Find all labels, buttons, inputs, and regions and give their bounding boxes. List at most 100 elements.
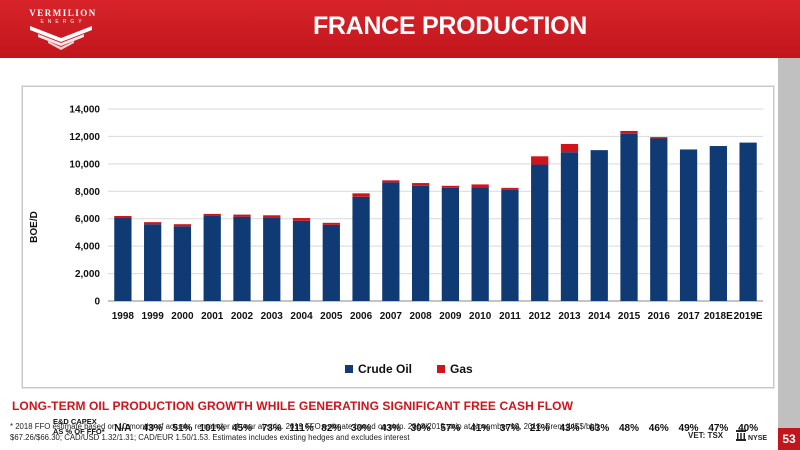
x-tick-label: 2006	[350, 311, 373, 322]
bar-gas	[501, 187, 519, 190]
bar-gas	[650, 137, 668, 139]
bar-gas	[531, 156, 549, 165]
capex-value: 43%	[380, 423, 401, 434]
bar-crude-oil	[531, 164, 549, 301]
x-tick-label: 2012	[529, 311, 552, 322]
bar-gas	[382, 180, 400, 183]
bar-crude-oil	[739, 142, 757, 301]
bar-crude-oil	[471, 187, 489, 301]
legend-label-gas: Gas	[450, 362, 473, 376]
chart-panel: 0 2,000 4,000 6,000 8,000 10,000 12,000 14,000 1…	[22, 86, 774, 436]
capex-value: N/A	[114, 423, 132, 434]
y-tick-label: 12,000	[69, 132, 100, 143]
bar-crude-oil	[263, 217, 281, 301]
page-title: FRANCE PRODUCTION	[312, 12, 588, 40]
bar-gas	[144, 222, 162, 225]
y-tick-label: 2,000	[75, 269, 100, 280]
capex-value: 57%	[440, 423, 461, 434]
bar-gas	[441, 185, 460, 188]
vermilion-logo: VERMILION ENERGY	[0, 0, 130, 58]
bar-gas	[173, 224, 192, 227]
y-tick-label: 6,000	[75, 214, 100, 225]
x-tick-label: 2015	[618, 311, 641, 322]
bar-gas	[471, 184, 489, 188]
x-tick-label: 2011	[499, 311, 521, 322]
bar-gas	[203, 213, 221, 216]
capex-value: 49%	[678, 423, 699, 434]
bar-crude-oil	[144, 224, 162, 301]
bar-crude-oil	[322, 224, 340, 301]
bar-crude-oil	[441, 187, 460, 301]
capex-row-label: E&D CAPEX AS % OF FFO*	[53, 417, 105, 437]
bar-crude-oil	[709, 146, 727, 301]
bar-gas	[263, 215, 281, 218]
footnote: * 2018 FFO estimate based on 10 months o…	[10, 421, 680, 443]
footnote-line2: $67.26/$66.30; CAD/USD 1.32/1.31; CAD/EU…	[10, 433, 410, 442]
x-tick-label: 1999	[142, 311, 165, 322]
y-axis-label: BOE/D	[29, 211, 40, 243]
tagline: LONG-TERM OIL PRODUCTION GROWTH WHILE GE…	[12, 399, 574, 413]
bar-crude-oil	[173, 226, 192, 301]
capex-label-line2: AS % OF FFO*	[53, 427, 105, 436]
x-tick-label: 2002	[231, 311, 254, 322]
capex-value: 37%	[499, 423, 520, 434]
bar-crude-oil	[679, 149, 698, 301]
capex-value: 73%	[261, 423, 282, 434]
bar-crude-oil	[590, 150, 608, 301]
x-tick-label: 2003	[261, 311, 284, 322]
capex-value: 48%	[619, 423, 640, 434]
x-tick-label: 2005	[320, 311, 343, 322]
capex-label-line1: E&D CAPEX	[53, 417, 97, 426]
y-tick-label: 10,000	[69, 159, 100, 170]
logo-name: VERMILION	[29, 8, 97, 18]
bar-crude-oil	[114, 218, 132, 301]
x-tick-label: 2001	[201, 311, 224, 322]
x-tick-label: 2016	[648, 311, 671, 322]
capex-value: 47%	[708, 423, 729, 434]
legend-item-crude-oil: Crude Oil	[345, 362, 412, 376]
capex-value: 46%	[648, 423, 669, 434]
x-tick-label: 2019E	[734, 311, 763, 322]
logo-sub: ENERGY	[40, 19, 86, 25]
footnote-line1: * 2018 FFO estimate based on 10 months o…	[10, 422, 599, 431]
y-tick-label: 14,000	[69, 105, 100, 116]
tsx-label: VET: TSX	[688, 431, 724, 440]
x-tick-label: 2007	[380, 311, 403, 322]
x-tick-label: 2018E	[704, 311, 733, 322]
page-number: 53	[778, 428, 800, 450]
legend-label-crude-oil: Crude Oil	[358, 362, 413, 376]
bar-gas	[233, 214, 251, 217]
bar-gas	[352, 193, 370, 197]
capex-value: 40%	[738, 423, 759, 434]
bar-crude-oil	[382, 182, 400, 301]
bar-crude-oil	[650, 138, 668, 301]
bar-crude-oil	[233, 216, 251, 301]
x-tick-label: 2017	[677, 311, 700, 322]
capex-value: 51%	[172, 423, 193, 434]
bar-crude-oil	[203, 215, 221, 301]
bar-crude-oil	[352, 196, 370, 301]
bar-gas	[411, 183, 430, 186]
legend-item-gas: Gas	[437, 362, 473, 376]
bar-crude-oil	[560, 152, 579, 301]
y-tick-label: 0	[94, 297, 100, 308]
nyse-label: NYSE	[748, 435, 768, 442]
x-tick-label: 1998	[112, 311, 135, 322]
y-tick-label: 4,000	[75, 242, 100, 253]
x-tick-label: 2000	[171, 311, 194, 322]
capex-value: 111%	[289, 423, 314, 434]
chart-legend: Crude Oil Gas	[0, 362, 800, 378]
capex-value: 45%	[231, 423, 252, 434]
capex-value: 63%	[589, 423, 610, 434]
x-tick-label: 2009	[439, 311, 462, 322]
bar-gas	[560, 143, 579, 153]
capex-value: 30%	[410, 423, 431, 434]
exchange-listing: VET: TSX NYSE	[688, 426, 776, 446]
bar-crude-oil	[292, 220, 311, 301]
x-tick-label: 2004	[290, 311, 313, 322]
capex-value: 82%	[321, 423, 342, 434]
y-tick-label: 8,000	[75, 187, 100, 198]
capex-value: 101%	[199, 423, 225, 434]
bar-crude-oil	[620, 133, 638, 301]
legend-swatch-gas	[437, 365, 445, 373]
